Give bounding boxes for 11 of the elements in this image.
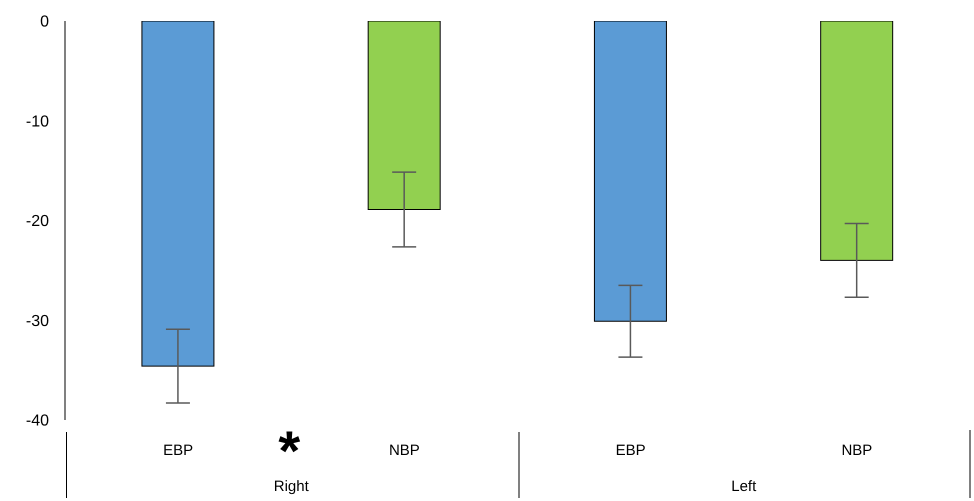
- x-tick-label: NBP: [841, 442, 872, 459]
- y-tick-label: -30: [26, 312, 50, 330]
- y-tick-label: -20: [26, 213, 50, 230]
- text: Left: [731, 478, 758, 495]
- y-tick-label: 0: [40, 14, 50, 31]
- x-tick-label: EBP: [163, 442, 194, 459]
- text: Right: [274, 478, 310, 495]
- x-tick-label: EBP: [616, 442, 646, 459]
- y-tick-label: -10: [26, 113, 50, 130]
- x-tick-label: NBP: [388, 442, 420, 459]
- y-tick-label: -40: [26, 412, 50, 430]
